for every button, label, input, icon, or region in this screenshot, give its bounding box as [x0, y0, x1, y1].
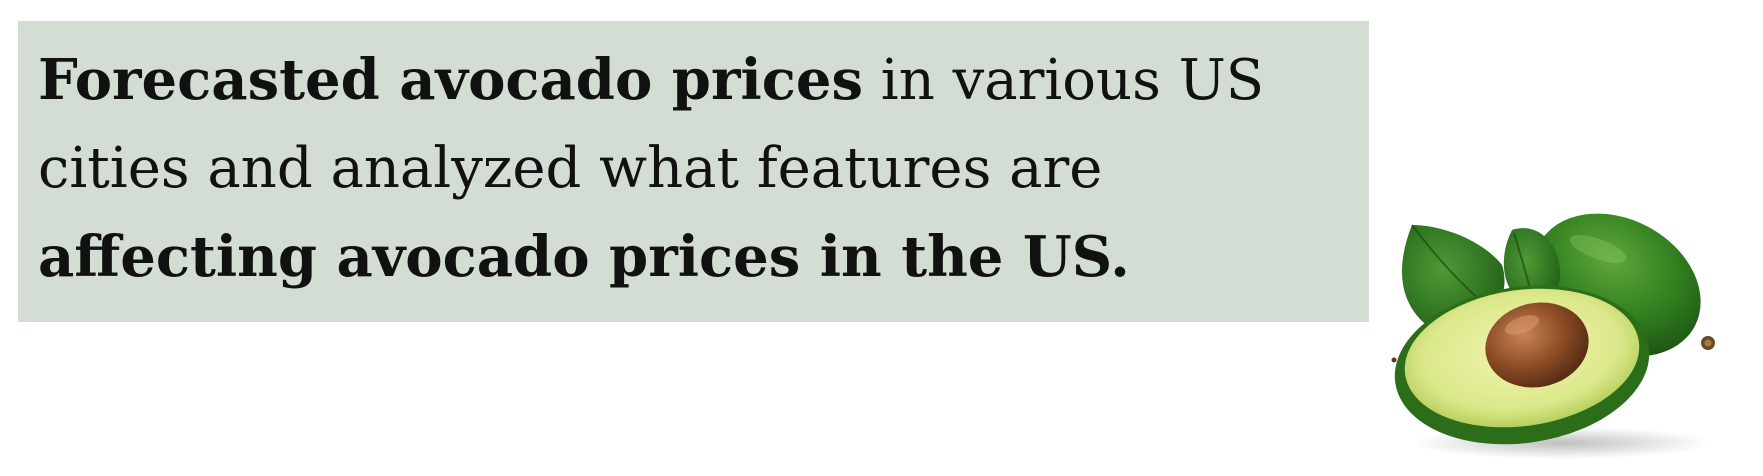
avocado-icon [1391, 213, 1715, 459]
headline-regular: in various US cities and analyzed what f… [38, 48, 1265, 201]
headline-bold-1: Forecasted avocado prices [38, 47, 863, 113]
text-panel: Forecasted avocado prices in various US … [18, 21, 1369, 322]
headline: Forecasted avocado prices in various US … [38, 36, 1349, 302]
headline-bold-2: affecting avocado prices in the US. [38, 224, 1130, 290]
